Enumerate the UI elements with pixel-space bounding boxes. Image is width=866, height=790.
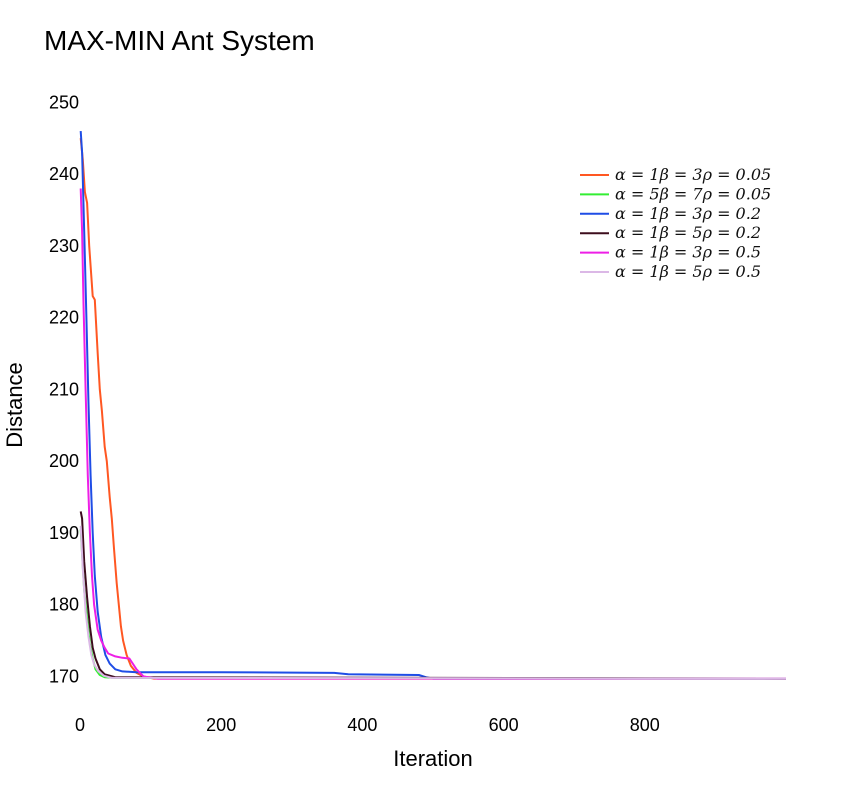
y-tick-label: 210 — [49, 379, 79, 399]
x-tick-label: 200 — [206, 715, 236, 735]
y-axis-label: Distance — [2, 362, 27, 448]
y-tick-label: 250 — [49, 92, 79, 112]
series-line-2 — [79, 529, 787, 680]
x-axis-ticks: 0 200 400 600 800 — [75, 715, 660, 735]
plot-area — [79, 131, 787, 680]
legend-label-2: α = 5β = 7ρ = 0.05 — [615, 184, 771, 203]
y-tick-label: 190 — [49, 523, 79, 543]
y-tick-label: 230 — [49, 236, 79, 256]
y-tick-label: 240 — [49, 164, 79, 184]
series-line-6 — [79, 525, 787, 680]
x-tick-label: 400 — [347, 715, 377, 735]
x-tick-label: 600 — [489, 715, 519, 735]
legend-label-4: α = 1β = 5ρ = 0.2 — [615, 223, 761, 242]
legend-label-3: α = 1β = 3ρ = 0.2 — [615, 204, 761, 223]
chart-title: MAX-MIN Ant System — [44, 25, 315, 56]
legend-label-1: α = 1β = 3ρ = 0.05 — [615, 165, 771, 184]
x-axis-label: Iteration — [393, 746, 473, 771]
y-tick-label: 200 — [49, 451, 79, 471]
series-line-5 — [79, 188, 786, 680]
x-tick-label: 800 — [630, 715, 660, 735]
legend-label-6: α = 1β = 5ρ = 0.5 — [615, 262, 761, 281]
series-line-4 — [79, 511, 787, 680]
y-axis-ticks: 170 180 190 200 210 220 230 240 250 — [49, 92, 79, 686]
y-tick-label: 220 — [49, 308, 79, 328]
x-tick-label: 0 — [75, 715, 85, 735]
y-tick-label: 180 — [49, 595, 79, 615]
legend-label-5: α = 1β = 3ρ = 0.5 — [615, 243, 761, 262]
legend: α = 1β = 3ρ = 0.05α = 5β = 7ρ = 0.05α = … — [580, 165, 771, 281]
series-line-3 — [79, 131, 786, 680]
y-tick-label: 170 — [49, 666, 79, 686]
